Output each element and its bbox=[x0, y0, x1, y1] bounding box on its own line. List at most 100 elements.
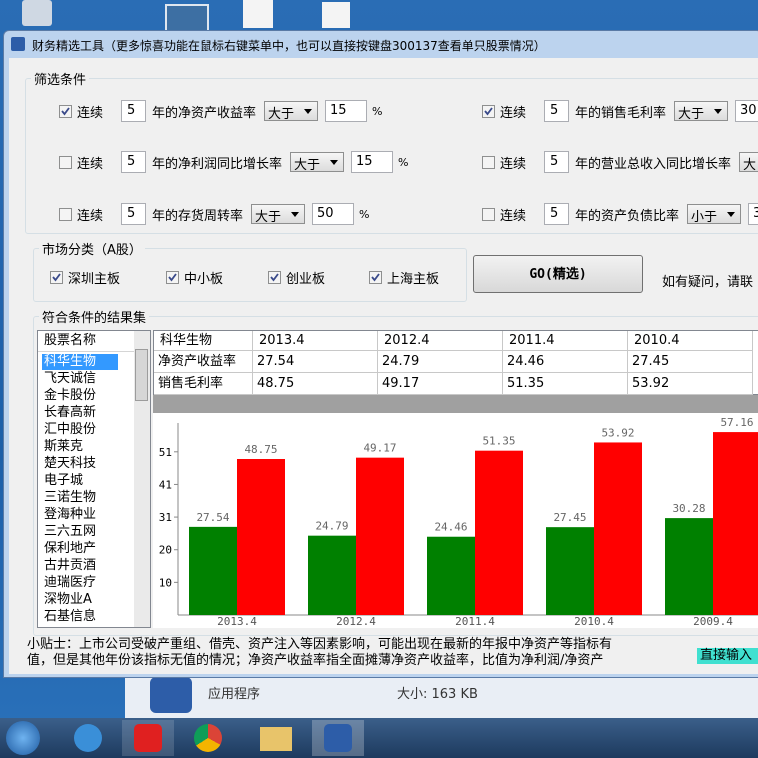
title-icon bbox=[11, 37, 25, 51]
bar bbox=[665, 518, 713, 615]
y-tick-label: 41 bbox=[159, 478, 172, 491]
stock-item[interactable]: 长春高新 bbox=[44, 405, 97, 420]
taskbar-explorer[interactable] bbox=[250, 720, 302, 756]
table-cell: 24.79 bbox=[378, 351, 503, 373]
stock-item[interactable]: 斯莱克 bbox=[44, 439, 84, 454]
checkbox[interactable] bbox=[268, 271, 281, 284]
arrow bbox=[330, 160, 339, 165]
bar bbox=[427, 536, 475, 615]
years-input[interactable]: 5 bbox=[121, 151, 147, 173]
arrow bbox=[727, 212, 736, 217]
market-option: 深圳主板 bbox=[50, 268, 120, 287]
stock-item[interactable]: 科华生物 bbox=[42, 354, 118, 370]
checkbox[interactable] bbox=[482, 155, 495, 169]
operator-select[interactable]: 大 bbox=[739, 152, 758, 173]
value-input[interactable]: 30 bbox=[735, 100, 758, 122]
years-input[interactable]: 5 bbox=[544, 100, 570, 122]
tip-line: 小贴士：上市公司受破产重组、借壳、资产注入等因素影响，可能出现在最新的年报中净资… bbox=[27, 637, 613, 652]
group-box bbox=[25, 78, 758, 234]
years-input[interactable]: 5 bbox=[121, 100, 147, 122]
checkbox[interactable] bbox=[166, 271, 179, 284]
x-tick-label: 2013.4 bbox=[217, 615, 257, 628]
chart: 10 20 31 41 51 2013.4 27.54 48.75 2012.4 24.79 49.… bbox=[153, 413, 758, 628]
checkbox[interactable] bbox=[369, 271, 382, 284]
check-path bbox=[484, 106, 493, 115]
taskbar-chrome[interactable] bbox=[182, 720, 234, 756]
taskbar-ie[interactable] bbox=[62, 720, 114, 756]
data-label: 57.16 bbox=[720, 416, 753, 429]
option-label: 深圳主板 bbox=[68, 272, 121, 287]
stock-item[interactable]: 深物业A bbox=[44, 592, 92, 607]
value-input[interactable]: 50 bbox=[312, 203, 355, 225]
operator: 小于 bbox=[691, 210, 718, 225]
row-label: 销售毛利率 bbox=[154, 373, 253, 395]
checkbox[interactable] bbox=[59, 155, 72, 169]
group-title: 符合条件的结果集 bbox=[39, 307, 150, 326]
stock-item[interactable]: 保利地产 bbox=[44, 541, 97, 556]
taskbar-tool[interactable] bbox=[312, 720, 364, 756]
scroll-thumb[interactable] bbox=[135, 349, 148, 401]
table-cell: 48.75 bbox=[253, 373, 378, 395]
data-label: 24.46 bbox=[434, 521, 467, 534]
operator-select[interactable]: 大于 bbox=[290, 152, 345, 173]
table-cell: 53.92 bbox=[628, 373, 753, 395]
stock-item[interactable]: 迪瑞医疗 bbox=[44, 575, 97, 590]
years-input[interactable]: 5 bbox=[544, 203, 570, 225]
operator-select[interactable]: 大于 bbox=[264, 101, 319, 122]
value-input[interactable]: 15 bbox=[325, 100, 368, 122]
prefix: 连续 bbox=[500, 105, 527, 121]
stock-item[interactable]: 石基信息 bbox=[44, 609, 97, 624]
chrome-icon bbox=[194, 724, 222, 752]
checkbox[interactable] bbox=[59, 207, 72, 221]
operator: 大于 bbox=[678, 107, 705, 122]
table-header-cell: 科华生物 bbox=[154, 331, 253, 351]
stock-item[interactable]: 三六五网 bbox=[44, 524, 97, 539]
check-path bbox=[52, 273, 61, 282]
taskbar-app[interactable] bbox=[122, 720, 174, 756]
operator-select[interactable]: 小于 bbox=[687, 204, 742, 225]
operator: 大于 bbox=[294, 158, 321, 173]
stock-item[interactable]: 三诺生物 bbox=[44, 490, 97, 505]
icon-doc bbox=[322, 2, 350, 28]
stock-item[interactable]: 飞天诚信 bbox=[44, 371, 97, 386]
market-option: 中小板 bbox=[166, 268, 223, 287]
stock-item[interactable]: 金卡股份 bbox=[44, 388, 97, 403]
folder-icon bbox=[260, 727, 292, 751]
data-label: 51.35 bbox=[482, 435, 515, 448]
start-button[interactable] bbox=[6, 721, 40, 755]
operator-select[interactable]: 大于 bbox=[251, 204, 306, 225]
unit: % bbox=[359, 207, 370, 221]
scrollbar bbox=[134, 331, 150, 627]
stock-item[interactable]: 登海种业 bbox=[44, 507, 97, 522]
checkbox[interactable] bbox=[482, 104, 495, 118]
check-path bbox=[61, 106, 70, 115]
check-mark bbox=[168, 273, 177, 282]
value-input[interactable]: 3 bbox=[748, 203, 758, 225]
table-cell: 24.46 bbox=[503, 351, 628, 373]
condition-row: 连续 5 年的营业总收入同比增长率大 bbox=[482, 150, 758, 174]
check-mark bbox=[52, 273, 61, 282]
x-tick-label: 2012.4 bbox=[336, 615, 376, 628]
stock-item[interactable]: 古井贡酒 bbox=[44, 558, 97, 573]
icon-computer bbox=[165, 4, 209, 32]
checkbox[interactable] bbox=[59, 104, 72, 118]
market-option: 创业板 bbox=[268, 268, 325, 287]
years-input[interactable]: 5 bbox=[121, 203, 147, 225]
x-tick-label: 2010.4 bbox=[574, 615, 614, 628]
bar bbox=[308, 535, 356, 615]
checkbox[interactable] bbox=[482, 207, 495, 221]
years-input[interactable]: 5 bbox=[544, 151, 570, 173]
checkbox[interactable] bbox=[50, 271, 63, 284]
condition-label: 年的营业总收入同比增长率 bbox=[575, 156, 732, 172]
stock-item[interactable]: 汇中股份 bbox=[44, 422, 97, 437]
value-input[interactable]: 15 bbox=[351, 151, 394, 173]
stock-item[interactable]: 楚天科技 bbox=[44, 456, 97, 471]
direct-input[interactable]: 直接输入 bbox=[697, 648, 758, 664]
prefix: 连续 bbox=[500, 156, 527, 172]
operator-select[interactable]: 大于 bbox=[674, 101, 729, 122]
stock-item[interactable]: 电子城 bbox=[44, 473, 84, 488]
table-header-cell: 2011.4 bbox=[503, 331, 628, 351]
go-button[interactable]: GO(精选) bbox=[473, 255, 643, 293]
y-tick-label: 31 bbox=[159, 511, 172, 524]
condition-label: 年的销售毛利率 bbox=[575, 105, 667, 121]
